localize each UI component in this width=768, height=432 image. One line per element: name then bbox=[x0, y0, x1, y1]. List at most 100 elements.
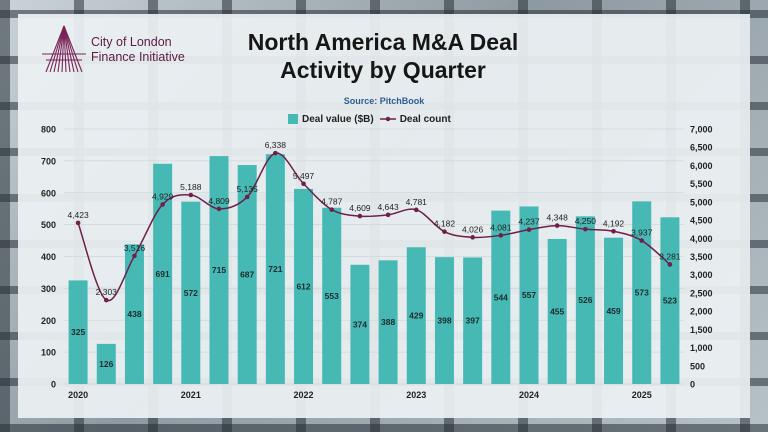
legend-label-deal-value: Deal value ($B) bbox=[302, 113, 374, 125]
legend-item-deal-value: Deal value ($B) bbox=[288, 114, 374, 125]
bar bbox=[237, 165, 257, 384]
chart-title: North America M&A Deal Activity by Quart… bbox=[200, 28, 566, 84]
source-note: Source: PitchBook bbox=[343, 96, 425, 106]
line-point bbox=[132, 253, 137, 259]
bar-value-label: 398 bbox=[437, 316, 451, 326]
line-point bbox=[188, 192, 194, 198]
line-value-label: 4,237 bbox=[518, 217, 540, 227]
x-tick-label: 2022 bbox=[294, 390, 314, 400]
deal-count-line bbox=[77, 152, 671, 302]
line-value-label: 4,348 bbox=[547, 213, 569, 223]
logo bbox=[36, 24, 216, 80]
line-point bbox=[442, 229, 447, 234]
bar-value-label: 374 bbox=[353, 319, 367, 329]
line-point bbox=[554, 223, 560, 228]
title-line-1: North America M&A Deal bbox=[247, 29, 519, 55]
bar-value-label: 438 bbox=[127, 309, 141, 319]
logo-text: City of London Finance Initiative bbox=[91, 35, 185, 65]
bar bbox=[181, 201, 201, 384]
line-value-label: 4,787 bbox=[321, 197, 343, 207]
y-left-tick-label: 100 bbox=[41, 348, 56, 358]
bar-value-label: 544 bbox=[494, 292, 508, 302]
line-value-label: 3,937 bbox=[631, 228, 653, 238]
bar-value-label: 572 bbox=[184, 288, 198, 298]
bar bbox=[491, 210, 511, 384]
x-tick-label: 2024 bbox=[519, 390, 539, 400]
line-point bbox=[216, 206, 222, 212]
line-value-label: 4,250 bbox=[575, 216, 597, 226]
line-value-label: 4,423 bbox=[67, 210, 89, 220]
y-right-tick-label: 0 bbox=[690, 380, 695, 390]
bar-value-label: 455 bbox=[550, 306, 564, 316]
y-left-tick-label: 500 bbox=[41, 220, 56, 230]
bar bbox=[660, 217, 680, 384]
line-point bbox=[667, 262, 673, 267]
y-right-tick-label: 3,500 bbox=[690, 252, 713, 262]
title-line-2: Activity by Quarter bbox=[280, 57, 486, 83]
legend-label-deal-count: Deal count bbox=[399, 113, 451, 125]
bar-value-label: 429 bbox=[409, 311, 423, 321]
bar bbox=[519, 206, 539, 384]
bar bbox=[265, 154, 285, 384]
x-tick-label: 2023 bbox=[406, 390, 426, 400]
line-value-label: 4,781 bbox=[406, 197, 428, 207]
bar-value-label: 397 bbox=[466, 316, 480, 326]
bar-value-label: 523 bbox=[663, 296, 677, 306]
line-point bbox=[526, 227, 532, 232]
y-right-tick-label: 3,000 bbox=[690, 270, 713, 280]
logo-line-2: Finance Initiative bbox=[91, 50, 185, 64]
line-point bbox=[413, 207, 419, 213]
y-left-tick-label: 800 bbox=[41, 125, 56, 135]
bar bbox=[96, 343, 116, 384]
line-value-label: 4,192 bbox=[603, 218, 625, 228]
legend-item-deal-count: Deal count bbox=[379, 113, 451, 125]
bar-value-label: 612 bbox=[296, 281, 310, 291]
y-right-tick-label: 1,500 bbox=[690, 325, 713, 335]
bar bbox=[575, 216, 595, 384]
line-value-label: 3,281 bbox=[659, 251, 681, 261]
legend-line-swatch bbox=[379, 116, 396, 122]
bar-value-label: 715 bbox=[212, 265, 226, 275]
line-value-label: 4,182 bbox=[434, 219, 456, 229]
bar-value-label: 388 bbox=[381, 317, 395, 327]
y-left-tick-label: 0 bbox=[51, 380, 56, 390]
line-point bbox=[329, 207, 335, 212]
bar bbox=[68, 280, 88, 384]
y-right-tick-label: 5,500 bbox=[690, 179, 713, 189]
y-left-tick-label: 300 bbox=[41, 284, 56, 294]
bar bbox=[209, 156, 229, 384]
line-point bbox=[385, 212, 391, 218]
y-right-tick-label: 4,000 bbox=[690, 234, 713, 244]
bar-value-label: 325 bbox=[71, 327, 85, 337]
bar-value-label: 573 bbox=[635, 288, 649, 298]
bar bbox=[294, 188, 314, 384]
bar-value-label: 557 bbox=[522, 290, 536, 300]
line-value-label: 5,497 bbox=[293, 171, 315, 181]
line-point bbox=[160, 202, 165, 207]
bar bbox=[434, 257, 454, 384]
x-tick-label: 2021 bbox=[181, 390, 201, 400]
line-point bbox=[611, 228, 616, 234]
bar bbox=[632, 201, 652, 384]
line-point bbox=[244, 194, 250, 200]
line-value-label: 3,516 bbox=[124, 243, 146, 253]
bar bbox=[124, 244, 144, 384]
bar bbox=[322, 207, 342, 384]
line-point bbox=[498, 233, 504, 238]
bar bbox=[153, 163, 173, 384]
y-right-tick-label: 2,000 bbox=[690, 307, 713, 317]
line-value-label: 4,643 bbox=[377, 202, 399, 212]
bar-value-label: 459 bbox=[606, 306, 620, 316]
bar bbox=[406, 247, 426, 384]
line-point bbox=[639, 238, 645, 243]
line-point bbox=[357, 213, 363, 219]
bar bbox=[378, 260, 398, 384]
bar-value-label: 526 bbox=[578, 295, 592, 305]
line-point bbox=[273, 150, 278, 156]
logo-line-1: City of London bbox=[91, 35, 172, 49]
legend-bar-swatch bbox=[288, 114, 298, 124]
y-right-tick-label: 500 bbox=[690, 361, 705, 371]
y-left-tick-label: 400 bbox=[41, 252, 56, 262]
line-point bbox=[583, 226, 588, 232]
